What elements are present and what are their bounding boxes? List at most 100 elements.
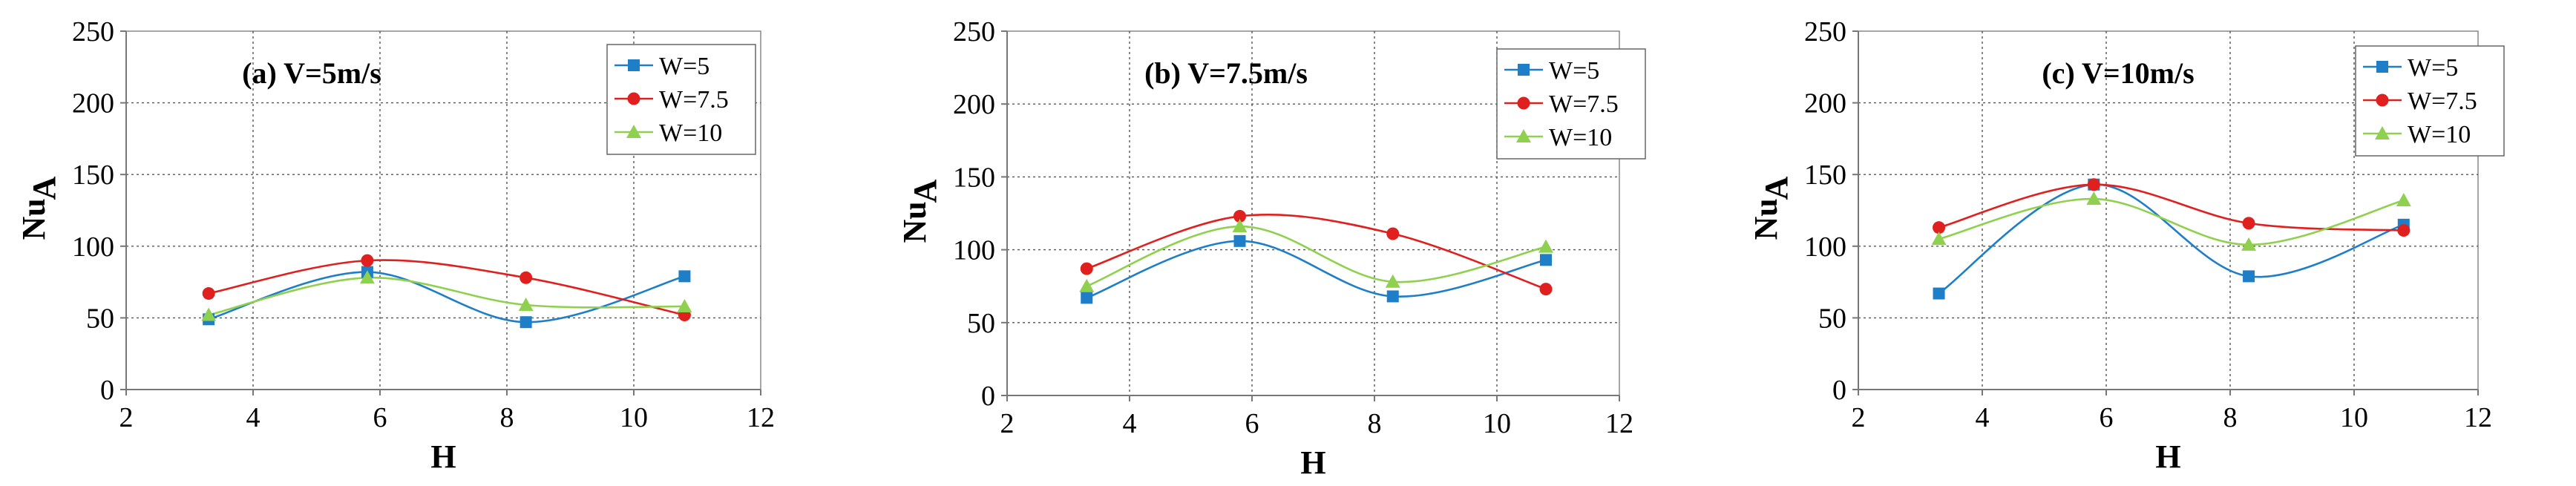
series-line-W=5: [1938, 183, 2405, 295]
x-tick-label: 8: [500, 402, 514, 433]
y-axis-title-main: Nu: [897, 201, 933, 243]
data-point-W=7.5: [361, 254, 374, 267]
x-tick-label: 6: [1245, 408, 1259, 439]
data-point-W=7.5: [1386, 227, 1400, 240]
data-point-W=10: [1079, 278, 1095, 292]
legend-label: W=5: [659, 53, 709, 80]
x-tick-label: 12: [2464, 402, 2492, 433]
legend-marker: [2375, 126, 2390, 139]
legend-label: W=10: [1549, 124, 1612, 151]
chart-c-svg: 0 50 100 150 200 250 2 4 6 8 10 12 H NuA (c) V=10m/s W=…: [1748, 16, 2505, 475]
x-tick-label: 10: [1483, 408, 1511, 439]
chart-title: (b) V=7.5m/s: [1144, 56, 1308, 90]
y-tick-label: 100: [72, 231, 114, 263]
x-axis-title: H: [1300, 444, 1325, 481]
data-point-W=5: [1081, 292, 1093, 304]
chart-panel-b: 0 50 100 150 200 250 2 4 6 8 10 12 H Nu A (b) V=7.5m/s W…: [859, 0, 1717, 486]
y-tick-label: 100: [1804, 231, 1846, 263]
y-axis-title-main: Nu: [16, 198, 52, 240]
data-point-W=5: [520, 316, 532, 329]
series-line-W=5: [1086, 240, 1547, 299]
y-tick-label: 250: [1804, 16, 1846, 47]
y-tick-label: 150: [1804, 160, 1846, 191]
data-point-W=10: [2086, 191, 2102, 206]
y-axis-title: NuA: [16, 177, 62, 240]
series-line-W=10: [1938, 197, 2405, 246]
y-tick-label: 50: [967, 308, 995, 339]
data-point-W=7.5: [202, 287, 215, 301]
y-tick-label: 0: [981, 381, 995, 412]
y-tick-label: 250: [953, 16, 995, 47]
data-point-W=10: [1232, 219, 1248, 233]
x-tick-label: 12: [747, 402, 775, 433]
data-point-W=10: [1931, 231, 1947, 246]
data-point-W=7.5: [1933, 221, 1946, 234]
y-tick-label: 50: [1818, 303, 1846, 334]
y-axis-title-subscript: A: [1758, 177, 1795, 200]
legend-label: W=7.5: [2408, 88, 2477, 115]
data-point-W=10: [1385, 274, 1400, 288]
x-tick-label: 4: [246, 402, 260, 433]
legend-label: W=10: [2408, 121, 2471, 148]
legend-label: W=5: [2408, 54, 2458, 82]
chart-title: (a) V=5m/s: [242, 56, 381, 90]
data-point-W=10: [1538, 239, 1553, 253]
x-tick-label: 2: [1852, 402, 1866, 433]
data-point-W=7.5: [1539, 283, 1553, 296]
legend-marker: [2376, 93, 2389, 107]
x-tick-label: 2: [119, 402, 134, 433]
x-tick-label: 6: [2100, 402, 2114, 433]
x-axis-title: H: [2155, 439, 2180, 475]
chart-b-svg: 0 50 100 150 200 250 2 4 6 8 10 12 H NuA (b) V=7.5m/s W…: [897, 16, 1646, 481]
legend-label: W=7.5: [1549, 91, 1619, 118]
legend-label: W=7.5: [659, 86, 729, 114]
data-point-W=10: [2396, 192, 2411, 206]
x-tick-label: 10: [2340, 402, 2368, 433]
chart-panel-c: 0 50 100 150 200 250 2 4 6 8 10 12 H Nu A (c) V=10m/s W=…: [1717, 0, 2576, 486]
y-tick-label: 150: [72, 160, 114, 191]
y-axis-title: NuA: [897, 180, 943, 243]
y-axis-title: NuA: [1748, 177, 1795, 240]
data-point-W=7.5: [520, 271, 533, 284]
y-tick-label: 100: [953, 235, 995, 266]
series-line-W=5: [208, 271, 685, 324]
series-line-W=10: [208, 276, 685, 316]
data-point-W=5: [678, 270, 691, 283]
data-point-W=10: [2241, 237, 2257, 251]
x-axis-title: H: [430, 439, 456, 475]
data-point-W=5: [1233, 234, 1246, 247]
data-point-W=7.5: [2087, 178, 2100, 191]
data-point-W=7.5: [2397, 224, 2411, 237]
y-tick-label: 200: [72, 88, 114, 119]
x-tick-label: 2: [1000, 408, 1015, 439]
data-point-W=7.5: [1233, 209, 1246, 223]
data-point-W=5: [1933, 287, 1945, 300]
data-point-W=10: [201, 307, 217, 321]
x-tick-label: 6: [373, 402, 387, 433]
x-tick-label: 10: [620, 402, 648, 433]
y-tick-label: 0: [1832, 375, 1846, 406]
data-point-W=7.5: [1080, 262, 1093, 275]
chart-a-svg: 0 50 100 150 200 250 2 4 6 8 10 12 H NuA (a) V=5m/s W=5…: [16, 16, 775, 475]
y-tick-label: 150: [953, 162, 995, 193]
y-axis-title-subscript: A: [26, 177, 62, 200]
data-point-W=5: [2243, 270, 2255, 283]
y-tick-label: 200: [953, 89, 995, 120]
legend-marker: [1518, 64, 1530, 76]
y-tick-label: 0: [100, 375, 114, 406]
data-point-W=7.5: [2242, 217, 2255, 230]
y-tick-label: 200: [1804, 88, 1846, 119]
legend-marker: [628, 59, 640, 71]
data-point-W=10: [359, 270, 375, 284]
chart-panel-a: 0 50 100 150 200 250 2 4 6 8 10 12 H Nu A (a) V=5m/s W=5…: [0, 0, 859, 486]
x-tick-label: 8: [1368, 408, 1382, 439]
data-point-W=5: [1540, 254, 1552, 266]
series-line-W=10: [1086, 225, 1547, 287]
data-point-W=10: [677, 298, 692, 312]
legend-marker: [1517, 96, 1530, 110]
chart-title: (c) V=10m/s: [2042, 56, 2194, 90]
data-point-W=5: [1386, 290, 1399, 303]
x-tick-label: 4: [1976, 402, 1990, 433]
series-line-W=7.5: [1086, 213, 1547, 290]
legend-label: W=5: [1549, 57, 1599, 85]
